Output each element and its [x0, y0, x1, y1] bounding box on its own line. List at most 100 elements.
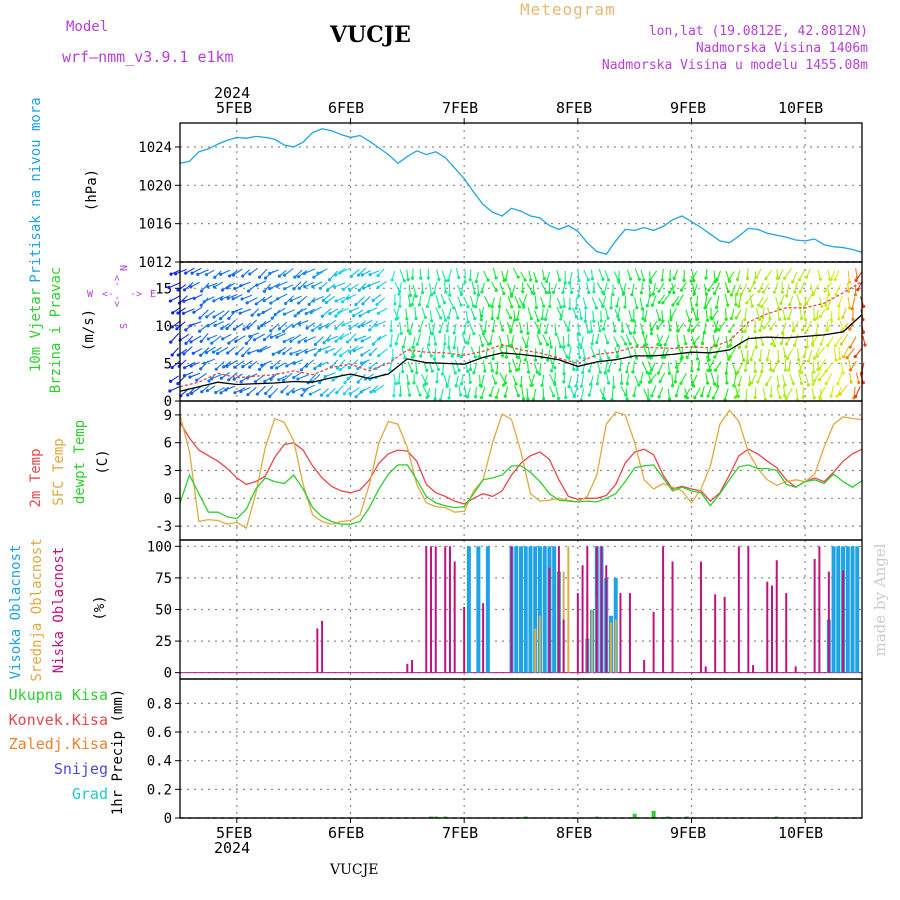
wind-arrow-head [770, 342, 774, 346]
wind-arrow-head [312, 275, 316, 279]
wind-arrow [591, 333, 594, 344]
compass-se: -> [130, 289, 142, 300]
wind-arrow [556, 306, 562, 317]
wind-arrow-head [791, 328, 795, 333]
wind-arrow [641, 361, 648, 373]
wind-arrow [169, 385, 181, 392]
wind-arrow [538, 322, 542, 333]
wind-arrow-head [257, 367, 262, 372]
wind-arrow-head [167, 285, 171, 290]
wind-arrow-head [783, 383, 787, 387]
wind-arrow-head [256, 349, 260, 353]
wind-arrow-head [376, 311, 380, 315]
wind-arrow [320, 388, 329, 396]
wind-arrow-head [863, 343, 867, 347]
wind-arrow [518, 321, 522, 332]
wind-arrow-head [667, 397, 672, 401]
wind-arrow-head [318, 363, 322, 368]
wind-arrow-head [411, 345, 415, 349]
wind-arrow [533, 271, 537, 282]
wind-arrow-head [754, 345, 758, 349]
wind-arrow-head [581, 370, 585, 375]
wind-arrow-head [649, 356, 653, 360]
wind-arrow [439, 322, 444, 333]
wind-arrow [478, 334, 484, 346]
wind-arrow-head [221, 365, 226, 369]
wind-arrow [712, 387, 719, 399]
wind-arrow-head [182, 352, 186, 356]
wind-arrow-head [219, 376, 223, 380]
wind-arrow-head [242, 327, 246, 331]
wind-arrow-head [829, 394, 833, 398]
wind-arrow-head [354, 395, 358, 399]
wind-arrow-head [447, 396, 451, 400]
wind-arrow [812, 284, 820, 295]
wind-arrow-head [191, 351, 195, 355]
wind-arrow [521, 336, 527, 347]
wind-arrow-head [841, 315, 845, 320]
wind-arrow-head [836, 382, 840, 386]
wind-arrow-head [433, 342, 438, 346]
wind-arrow-head [534, 279, 539, 283]
wind-arrow-head [757, 289, 761, 294]
model-label: Model [66, 19, 109, 35]
wind-arrow-head [254, 302, 258, 306]
wind-arrow-head [635, 306, 639, 310]
wind-arrow-head [526, 370, 531, 374]
wind-arrow [200, 347, 210, 356]
wind-arrow-head [739, 292, 743, 296]
wind-arrow-head [798, 302, 802, 307]
wind-arrow-head [692, 279, 696, 283]
wind-arrow [835, 284, 842, 295]
wind-arrow [227, 293, 238, 299]
wind-arrow-head [785, 356, 790, 360]
wind-arrow [836, 386, 842, 397]
wind-arrow-head [337, 311, 341, 315]
wind-arrow-head [376, 285, 380, 289]
wind-arrow-head [567, 356, 571, 360]
wind-arrow-head [715, 277, 719, 282]
wind-arrow-head [529, 278, 533, 282]
wind-arrow [795, 388, 799, 401]
wind-arrow [468, 372, 471, 383]
wind-arrow [534, 295, 537, 308]
wind-arrow-head [658, 318, 662, 322]
wind-arrow-head [305, 326, 309, 330]
wind-arrow-head [345, 340, 350, 344]
wind-arrow-head [219, 297, 224, 301]
wind-arrow-head [800, 328, 805, 332]
wind-arrow-head [295, 352, 299, 357]
wind-arrow [563, 320, 570, 331]
cloud-low-bar [463, 606, 466, 673]
wind-arrow [225, 385, 236, 391]
wind-arrow-head [577, 278, 581, 283]
wind-arrow-head [304, 350, 308, 354]
wind-arrow-head [371, 342, 375, 346]
wind-arrow-head [829, 318, 833, 322]
wind-arrow [640, 269, 645, 281]
wind-arrow [184, 361, 196, 369]
wind-arrow-head [657, 300, 661, 305]
wind-arrow-head [226, 296, 230, 300]
wind-arrow-head [471, 304, 475, 308]
wind-arrow [541, 374, 545, 386]
wind-arrow-head [268, 394, 272, 398]
wind-arrow [507, 283, 513, 295]
wind-arrow-head [476, 293, 481, 297]
wind-arrow-head [761, 316, 765, 320]
wind-arrow-head [617, 318, 621, 322]
wind-arrow [283, 323, 294, 332]
wind-arrow-head [408, 331, 412, 336]
wind-arrow [412, 336, 416, 348]
wind-arrow-head [189, 364, 193, 368]
wind-arrow-head [269, 335, 273, 339]
wind-arrow-head [500, 344, 504, 349]
wind-arrow [414, 307, 417, 319]
wind-arrow [479, 308, 482, 320]
wind-arrow-head [623, 305, 627, 309]
wind-arrow-head [281, 329, 286, 333]
wind-arrow [714, 320, 719, 332]
wind-arrow [234, 322, 244, 330]
wind-arrow-head [748, 289, 752, 293]
wind-arrow [725, 308, 727, 320]
